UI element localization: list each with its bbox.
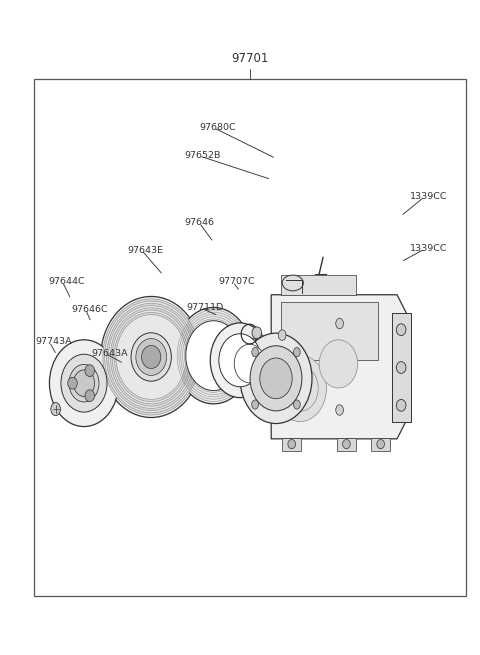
Ellipse shape: [336, 318, 343, 329]
Ellipse shape: [49, 340, 119, 426]
Ellipse shape: [319, 340, 358, 388]
Text: 97643E: 97643E: [127, 246, 163, 255]
Text: 97743A: 97743A: [35, 337, 72, 346]
Polygon shape: [392, 314, 411, 422]
Ellipse shape: [210, 323, 270, 398]
Ellipse shape: [114, 312, 188, 402]
Ellipse shape: [396, 324, 406, 335]
Text: 97643A: 97643A: [91, 349, 128, 358]
Ellipse shape: [85, 390, 95, 402]
Ellipse shape: [282, 275, 303, 291]
Ellipse shape: [252, 348, 259, 357]
Ellipse shape: [73, 370, 95, 396]
Ellipse shape: [136, 339, 167, 375]
Ellipse shape: [234, 345, 265, 383]
Text: 97646: 97646: [185, 218, 215, 227]
Ellipse shape: [110, 308, 192, 406]
Text: 97711D: 97711D: [186, 303, 224, 312]
Text: 97652B: 97652B: [185, 151, 221, 160]
Ellipse shape: [85, 365, 95, 377]
Bar: [337, 438, 356, 451]
Ellipse shape: [252, 327, 262, 339]
Polygon shape: [271, 295, 408, 439]
Ellipse shape: [293, 400, 300, 409]
Ellipse shape: [396, 362, 406, 373]
Ellipse shape: [112, 310, 190, 404]
Text: 97644C: 97644C: [48, 277, 84, 286]
Ellipse shape: [105, 301, 198, 413]
Ellipse shape: [107, 303, 196, 411]
Ellipse shape: [69, 364, 99, 402]
Text: 1339CC: 1339CC: [410, 244, 448, 253]
Ellipse shape: [103, 299, 200, 415]
Bar: [34, 79, 466, 596]
Ellipse shape: [108, 306, 194, 408]
Circle shape: [51, 403, 60, 416]
Ellipse shape: [61, 354, 107, 412]
Bar: [282, 438, 301, 451]
Ellipse shape: [260, 358, 292, 399]
Ellipse shape: [336, 405, 343, 415]
Ellipse shape: [278, 330, 286, 341]
Bar: [281, 275, 356, 295]
Text: 1339CC: 1339CC: [410, 192, 448, 201]
Text: 97707C: 97707C: [218, 277, 255, 286]
Ellipse shape: [142, 345, 161, 369]
Text: 97680C: 97680C: [199, 123, 236, 132]
Ellipse shape: [131, 333, 171, 381]
Ellipse shape: [175, 307, 252, 404]
Ellipse shape: [186, 321, 241, 390]
Ellipse shape: [252, 400, 259, 409]
Polygon shape: [281, 302, 378, 360]
Ellipse shape: [377, 440, 384, 449]
Ellipse shape: [274, 355, 326, 422]
Bar: [371, 438, 390, 451]
Ellipse shape: [396, 400, 406, 411]
Ellipse shape: [229, 338, 270, 389]
Ellipse shape: [116, 314, 186, 400]
Ellipse shape: [288, 440, 296, 449]
Ellipse shape: [101, 297, 202, 417]
Ellipse shape: [219, 334, 261, 386]
Ellipse shape: [282, 365, 318, 411]
Ellipse shape: [343, 440, 350, 449]
Ellipse shape: [250, 346, 302, 411]
Text: 97701: 97701: [231, 52, 268, 66]
Ellipse shape: [293, 348, 300, 357]
Ellipse shape: [240, 333, 312, 424]
Ellipse shape: [68, 377, 77, 389]
Ellipse shape: [278, 398, 286, 408]
Text: 97646C: 97646C: [71, 305, 108, 314]
